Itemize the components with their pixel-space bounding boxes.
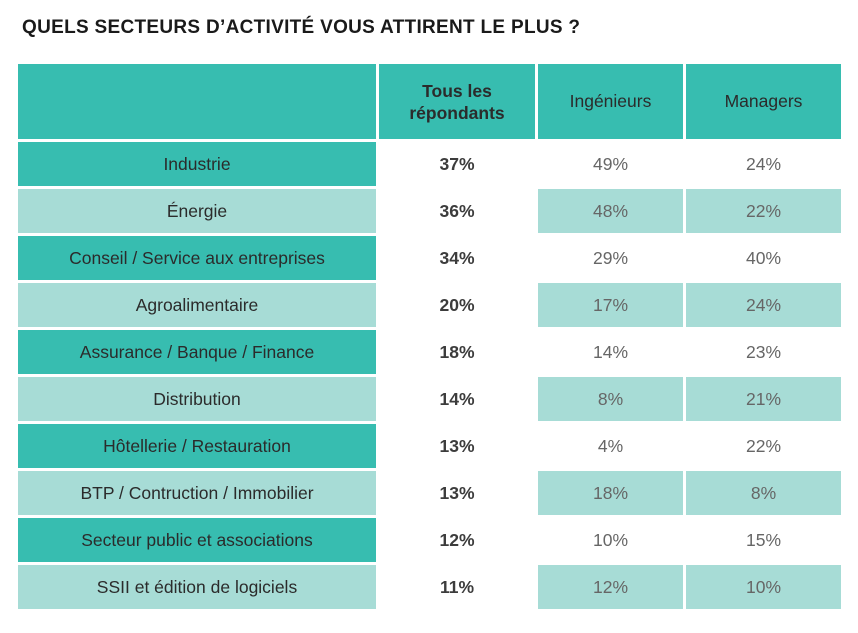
sector-label: Hôtellerie / Restauration xyxy=(18,424,376,468)
engineers-value: 12% xyxy=(538,565,683,609)
all-respondents-value: 20% xyxy=(379,283,535,327)
sector-label: Assurance / Banque / Finance xyxy=(18,330,376,374)
all-respondents-value: 11% xyxy=(379,565,535,609)
sector-label: Industrie xyxy=(18,142,376,186)
sector-label: Énergie xyxy=(18,189,376,233)
table-row: Agroalimentaire 20% 17% 24% xyxy=(18,283,841,327)
table-row: Assurance / Banque / Finance 18% 14% 23% xyxy=(18,330,841,374)
page-title: QUELS SECTEURS D’ACTIVITÉ VOUS ATTIRENT … xyxy=(22,17,581,38)
all-respondents-value: 18% xyxy=(379,330,535,374)
sector-label: Distribution xyxy=(18,377,376,421)
managers-value: 8% xyxy=(686,471,841,515)
all-respondents-value: 13% xyxy=(379,471,535,515)
managers-value: 23% xyxy=(686,330,841,374)
managers-value: 10% xyxy=(686,565,841,609)
table-row: SSII et édition de logiciels 11% 12% 10% xyxy=(18,565,841,609)
engineers-value: 49% xyxy=(538,142,683,186)
sector-label: Agroalimentaire xyxy=(18,283,376,327)
table-row: Secteur public et associations 12% 10% 1… xyxy=(18,518,841,562)
engineers-value: 8% xyxy=(538,377,683,421)
table-row: Hôtellerie / Restauration 13% 4% 22% xyxy=(18,424,841,468)
sector-label: SSII et édition de logiciels xyxy=(18,565,376,609)
engineers-value: 17% xyxy=(538,283,683,327)
all-respondents-value: 36% xyxy=(379,189,535,233)
managers-value: 24% xyxy=(686,142,841,186)
sector-label: Conseil / Service aux entreprises xyxy=(18,236,376,280)
sector-label: Secteur public et associations xyxy=(18,518,376,562)
managers-value: 24% xyxy=(686,283,841,327)
managers-value: 40% xyxy=(686,236,841,280)
survey-table: Tous les répondants Ingénieurs Managers … xyxy=(15,61,844,612)
all-respondents-value: 34% xyxy=(379,236,535,280)
all-respondents-value: 14% xyxy=(379,377,535,421)
all-respondents-value: 13% xyxy=(379,424,535,468)
table-row: Conseil / Service aux entreprises 34% 29… xyxy=(18,236,841,280)
managers-value: 22% xyxy=(686,189,841,233)
all-respondents-value: 37% xyxy=(379,142,535,186)
table-row: Énergie 36% 48% 22% xyxy=(18,189,841,233)
managers-value: 21% xyxy=(686,377,841,421)
header-engineers: Ingénieurs xyxy=(538,64,683,139)
table-header-row: Tous les répondants Ingénieurs Managers xyxy=(18,64,841,139)
engineers-value: 18% xyxy=(538,471,683,515)
engineers-value: 4% xyxy=(538,424,683,468)
managers-value: 22% xyxy=(686,424,841,468)
all-respondents-value: 12% xyxy=(379,518,535,562)
table-row: BTP / Contruction / Immobilier 13% 18% 8… xyxy=(18,471,841,515)
engineers-value: 14% xyxy=(538,330,683,374)
managers-value: 15% xyxy=(686,518,841,562)
engineers-value: 48% xyxy=(538,189,683,233)
table-row: Industrie 37% 49% 24% xyxy=(18,142,841,186)
engineers-value: 10% xyxy=(538,518,683,562)
header-managers: Managers xyxy=(686,64,841,139)
engineers-value: 29% xyxy=(538,236,683,280)
sector-label: BTP / Contruction / Immobilier xyxy=(18,471,376,515)
table-row: Distribution 14% 8% 21% xyxy=(18,377,841,421)
header-sector xyxy=(18,64,376,139)
header-all-respondents: Tous les répondants xyxy=(379,64,535,139)
